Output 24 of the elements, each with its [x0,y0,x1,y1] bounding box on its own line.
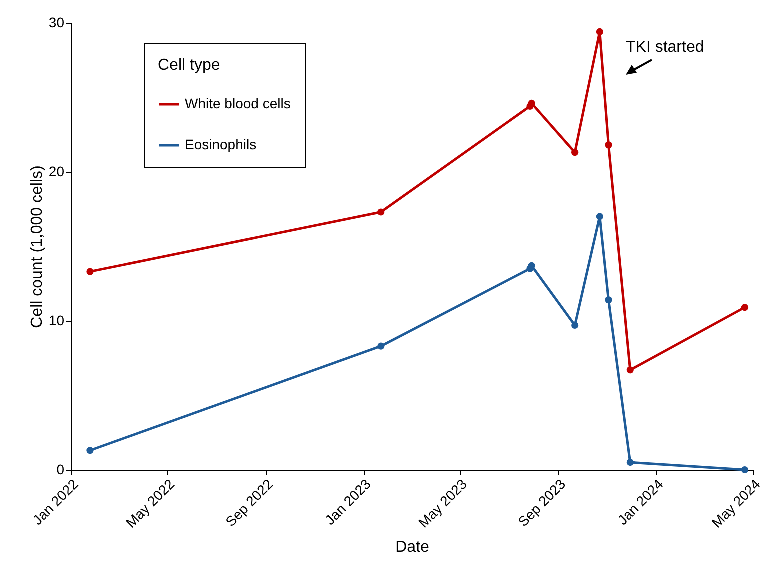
point [626,366,634,374]
point [86,447,94,454]
y-tick-label: 20 [48,164,65,180]
legend-label: Eosinophils [185,136,257,152]
point [596,213,604,220]
point [605,142,612,149]
y-tick-label: 10 [48,312,65,328]
point [605,296,612,304]
y-tick-label: 30 [48,14,65,30]
point [596,28,604,36]
legend-title: Cell type [158,57,220,74]
point [741,466,749,474]
point [741,304,749,312]
point [572,149,579,156]
x-axis-title: Date [396,538,430,556]
point [378,208,385,216]
point [86,268,94,276]
y-tick-label: 0 [56,462,65,478]
point [572,322,579,329]
point [378,342,385,350]
legend-label: White blood cells [185,96,291,112]
point [626,459,634,466]
y-axis-title: Cell count (1,000 cells) [28,166,46,328]
annotation: TKI started [626,39,704,56]
